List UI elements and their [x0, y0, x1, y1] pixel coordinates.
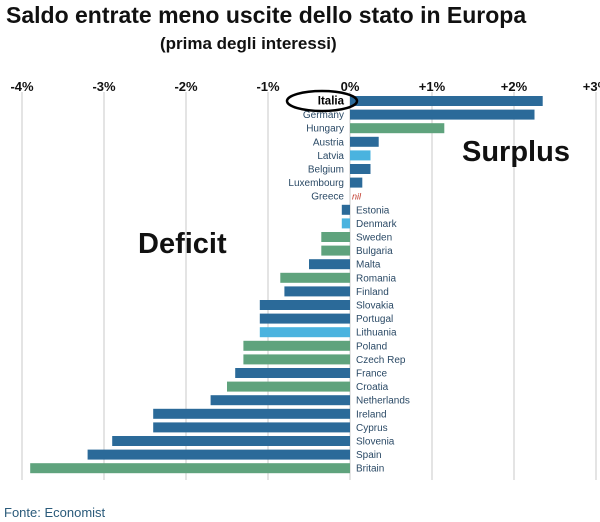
bar — [87, 449, 350, 460]
bar — [259, 327, 350, 338]
category-label: Czech Rep — [356, 355, 406, 366]
x-tick-label: -2% — [174, 79, 198, 94]
bar — [350, 123, 445, 134]
bar — [243, 354, 350, 365]
bar — [321, 245, 350, 256]
category-label: Spain — [356, 450, 382, 461]
category-label: Poland — [356, 341, 387, 352]
category-label: Belgium — [308, 165, 344, 176]
category-label: Greece — [311, 192, 344, 203]
bar — [259, 313, 350, 324]
category-label: Malta — [356, 260, 381, 271]
bar — [227, 381, 350, 392]
bar — [259, 300, 350, 310]
bar — [341, 218, 350, 229]
category-label: France — [356, 369, 388, 380]
category-label: Finland — [356, 287, 389, 298]
x-tick-label: +3% — [583, 79, 600, 94]
category-label: Croatia — [356, 382, 389, 393]
category-label: Hungary — [306, 124, 344, 135]
category-label: Estonia — [356, 205, 390, 216]
bar — [341, 204, 350, 215]
bar — [153, 422, 350, 433]
x-tick-label: +2% — [501, 79, 528, 94]
bar — [350, 177, 363, 188]
category-label: Denmark — [356, 219, 398, 230]
surplus-label: Surplus — [462, 136, 570, 168]
bar — [112, 436, 350, 446]
bar — [30, 463, 350, 474]
category-label: Netherlands — [356, 396, 410, 407]
x-tick-label: -1% — [256, 79, 280, 94]
bar — [350, 109, 535, 120]
category-label: Luxembourg — [288, 178, 344, 189]
x-tick-label: -4% — [10, 79, 34, 94]
bar — [284, 286, 350, 297]
category-label: Bulgaria — [356, 246, 393, 257]
category-label: Cyprus — [356, 423, 388, 434]
category-label: Germany — [303, 110, 344, 121]
chart-subtitle: (prima degli interessi) — [160, 34, 337, 53]
category-label: Sweden — [356, 233, 392, 244]
bar — [280, 272, 350, 283]
bar — [153, 408, 350, 419]
category-label: Italia — [318, 96, 345, 108]
category-label: Ireland — [356, 409, 387, 420]
bar — [350, 164, 371, 174]
x-tick-label: +1% — [419, 79, 446, 94]
bar — [243, 340, 350, 351]
category-label: Slovakia — [356, 301, 394, 312]
bar — [210, 395, 350, 406]
bar — [235, 368, 350, 378]
source-note: Fonte: Economist — [4, 505, 106, 520]
category-label: Latvia — [317, 151, 344, 162]
bar — [309, 259, 350, 270]
bar — [350, 136, 379, 147]
highlight-ellipse — [285, 89, 359, 113]
category-label: Britain — [356, 464, 384, 475]
data-label: nil — [352, 192, 362, 202]
x-tick-label: 0% — [341, 79, 360, 94]
chart-title: Saldo entrate meno uscite dello stato in… — [6, 2, 527, 28]
category-label: Romania — [356, 273, 396, 284]
bar — [321, 232, 350, 242]
bar — [350, 150, 371, 161]
bar — [350, 96, 543, 106]
deficit-label: Deficit — [138, 228, 227, 260]
x-tick-label: -3% — [92, 79, 116, 94]
category-label: Austria — [313, 137, 345, 148]
category-label: Portugal — [356, 314, 393, 325]
category-label: Slovenia — [356, 437, 395, 448]
category-label: Lithuania — [356, 328, 397, 339]
